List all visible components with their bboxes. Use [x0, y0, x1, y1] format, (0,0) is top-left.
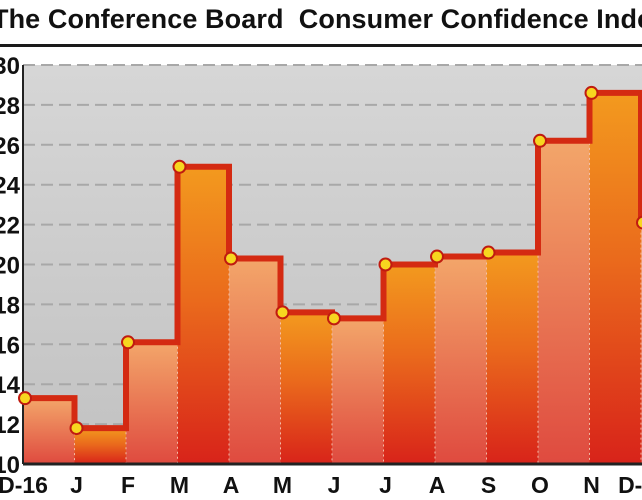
data-point-marker	[430, 249, 444, 264]
data-point-marker	[636, 215, 642, 230]
area-band	[383, 264, 435, 464]
area-band	[74, 428, 126, 464]
x-tick-label: A	[429, 472, 446, 498]
y-tick-label: 112	[0, 412, 20, 439]
area-band	[538, 140, 590, 464]
data-point-marker	[69, 421, 84, 436]
area-band	[280, 312, 332, 464]
left-margin	[0, 65, 23, 500]
chart-title: The Conference Board Consumer Confidence…	[0, 4, 642, 34]
title-bar: The Conference Board Consumer Confidence…	[0, 0, 642, 47]
y-tick-label: 114	[0, 372, 21, 399]
data-point-marker	[378, 257, 393, 272]
data-point-marker	[327, 311, 341, 326]
y-tick-label: 128	[0, 93, 20, 120]
x-tick-label: J	[379, 472, 392, 498]
area-band	[589, 92, 641, 465]
area-band	[126, 342, 178, 464]
area-band	[332, 318, 384, 464]
y-tick-label: 130	[0, 53, 20, 80]
data-point-marker	[224, 251, 238, 266]
area-band	[177, 166, 229, 464]
x-tick-label: S	[481, 472, 496, 498]
y-tick-label: 116	[0, 332, 20, 359]
area-band	[435, 256, 487, 464]
x-tick-label: O	[531, 472, 549, 498]
y-tick-label: 122	[0, 213, 20, 240]
y-tick-label: 124	[0, 173, 21, 200]
x-tick-label: J	[70, 472, 83, 498]
x-tick-label: M	[170, 472, 189, 498]
data-point-marker	[275, 305, 290, 320]
data-point-marker	[584, 85, 599, 100]
area-band	[486, 252, 538, 464]
y-tick-label: 118	[0, 292, 20, 319]
x-tick-label: F	[121, 472, 135, 498]
data-point-marker	[533, 133, 547, 148]
y-tick-label: 120	[0, 253, 20, 280]
x-tick-label: J	[328, 472, 341, 498]
x-tick-label: A	[223, 472, 240, 498]
x-tick-label: M	[273, 472, 292, 498]
data-point-marker	[172, 159, 187, 174]
data-point-marker	[481, 245, 496, 260]
x-tick-label: D-17	[618, 472, 642, 498]
data-point-marker	[18, 391, 32, 406]
x-tick-label: N	[583, 472, 600, 498]
area-band	[229, 258, 281, 464]
area-band	[23, 398, 75, 464]
data-point-marker	[121, 335, 135, 350]
x-tick-label: D-16	[0, 472, 48, 498]
y-tick-label: 126	[0, 133, 20, 160]
y-tick-label: 110	[0, 452, 20, 479]
